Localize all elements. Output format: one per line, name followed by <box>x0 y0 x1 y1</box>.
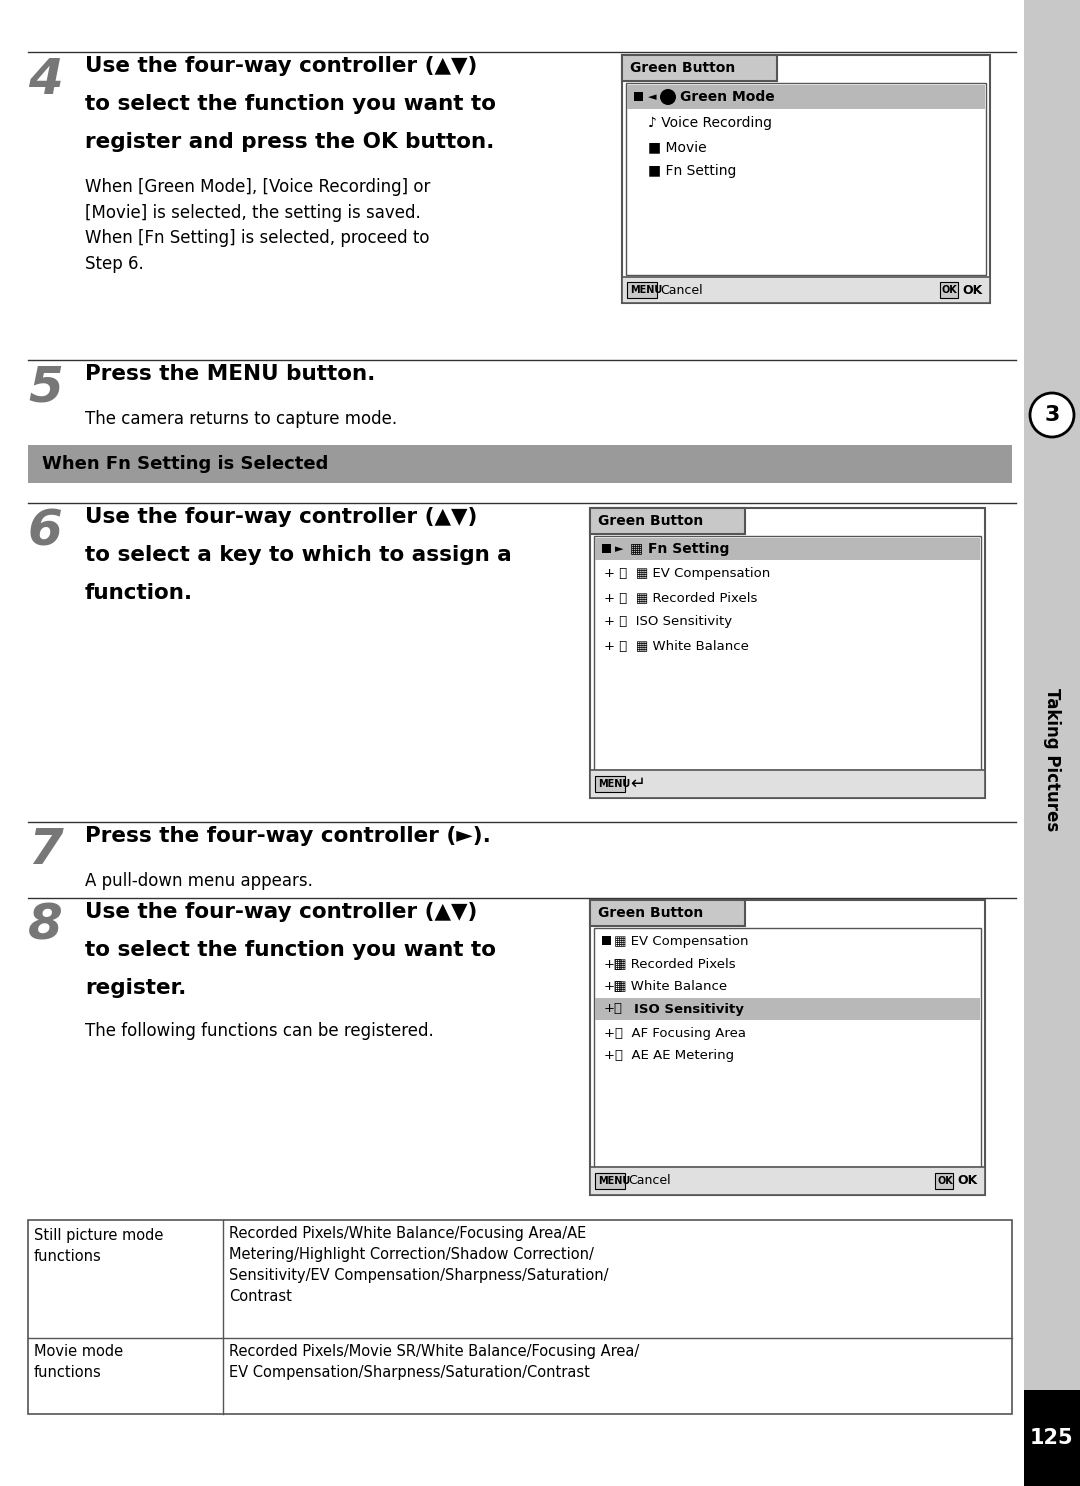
Text: ►: ► <box>615 544 623 554</box>
Bar <box>590 508 985 798</box>
Text: Press the MENU button.: Press the MENU button. <box>85 364 376 383</box>
Bar <box>590 901 745 926</box>
Text: + Ⓡ  ▦ White Balance: + Ⓡ ▦ White Balance <box>604 639 748 652</box>
Text: Still picture mode
functions: Still picture mode functions <box>33 1227 163 1265</box>
Text: ▦ EV Compensation: ▦ EV Compensation <box>615 936 748 948</box>
Text: OK: OK <box>962 284 982 297</box>
Text: ISO Sensitivity: ISO Sensitivity <box>634 1003 744 1015</box>
Text: 3: 3 <box>1044 406 1059 425</box>
Text: +Ⓢ: +Ⓢ <box>604 1003 623 1015</box>
Text: When [Green Mode], [Voice Recording] or
[Movie] is selected, the setting is save: When [Green Mode], [Voice Recording] or … <box>85 178 430 273</box>
Text: +Ⓐ: +Ⓐ <box>604 957 623 970</box>
Text: + Ⓗ  ▦ Recorded Pixels: + Ⓗ ▦ Recorded Pixels <box>604 591 757 605</box>
Text: ◄: ◄ <box>648 92 657 103</box>
Text: 125: 125 <box>1030 1428 1074 1447</box>
Text: The camera returns to capture mode.: The camera returns to capture mode. <box>85 410 397 428</box>
Bar <box>594 927 981 1167</box>
Bar <box>627 282 657 299</box>
Text: Cancel: Cancel <box>627 1174 671 1187</box>
Bar <box>1024 1389 1080 1486</box>
Bar <box>590 1167 985 1195</box>
Text: Green Button: Green Button <box>598 514 703 528</box>
Bar <box>28 444 1012 483</box>
Text: 4: 4 <box>28 56 63 104</box>
Text: The following functions can be registered.: The following functions can be registere… <box>85 1022 434 1040</box>
Text: 6: 6 <box>28 507 63 554</box>
Bar <box>602 544 611 553</box>
Text: Cancel: Cancel <box>660 284 703 297</box>
Text: Use the four-way controller (▲▼): Use the four-way controller (▲▼) <box>85 902 477 921</box>
Text: MENU: MENU <box>630 285 662 296</box>
Bar <box>1024 0 1080 1486</box>
Bar <box>622 55 777 82</box>
Text: OK: OK <box>937 1175 953 1186</box>
Text: Green Button: Green Button <box>598 906 703 920</box>
Text: MENU: MENU <box>598 1175 631 1186</box>
Bar <box>595 999 980 1019</box>
Circle shape <box>660 89 676 106</box>
Text: ■ Fn Setting: ■ Fn Setting <box>648 163 737 178</box>
Bar <box>627 85 985 108</box>
Text: 5: 5 <box>28 364 63 412</box>
Text: +Ⓗ: +Ⓗ <box>604 979 623 993</box>
Bar <box>594 536 981 770</box>
Text: OK: OK <box>942 285 958 296</box>
Text: to select a key to which to assign a: to select a key to which to assign a <box>85 545 512 565</box>
Text: Press the four-way controller (►).: Press the four-way controller (►). <box>85 826 491 846</box>
Text: ▦ Recorded Pixels: ▦ Recorded Pixels <box>615 957 735 970</box>
Text: function.: function. <box>85 583 193 603</box>
Text: ↵: ↵ <box>630 776 645 794</box>
Text: + Ⓐ  ▦ EV Compensation: + Ⓐ ▦ EV Compensation <box>604 568 770 581</box>
Bar <box>935 1172 953 1189</box>
Text: +Ⓡ  AF Focusing Area: +Ⓡ AF Focusing Area <box>604 1027 746 1040</box>
Text: register and press the OK button.: register and press the OK button. <box>85 132 495 152</box>
Text: Movie mode
functions: Movie mode functions <box>33 1343 123 1380</box>
Bar <box>595 1172 625 1189</box>
Bar <box>595 776 625 792</box>
Bar <box>590 508 745 533</box>
Text: ♪ Voice Recording: ♪ Voice Recording <box>648 116 772 129</box>
Bar <box>28 1220 1012 1415</box>
Text: register.: register. <box>85 978 187 999</box>
Bar <box>940 282 958 299</box>
Bar <box>622 55 990 303</box>
Text: When Fn Setting is Selected: When Fn Setting is Selected <box>42 455 328 473</box>
Circle shape <box>1030 392 1074 437</box>
Text: 8: 8 <box>28 902 63 950</box>
Text: +ⓑ  AE AE Metering: +ⓑ AE AE Metering <box>604 1049 734 1062</box>
Text: Recorded Pixels/White Balance/Focusing Area/AE
Metering/Highlight Correction/Sha: Recorded Pixels/White Balance/Focusing A… <box>229 1226 608 1305</box>
Text: MENU: MENU <box>598 779 631 789</box>
Bar <box>602 936 611 945</box>
Bar <box>590 770 985 798</box>
Bar <box>626 83 986 275</box>
Text: + Ⓢ  ISO Sensitivity: + Ⓢ ISO Sensitivity <box>604 615 732 629</box>
Bar <box>595 538 980 560</box>
Text: Recorded Pixels/Movie SR/White Balance/Focusing Area/
EV Compensation/Sharpness/: Recorded Pixels/Movie SR/White Balance/F… <box>229 1343 639 1380</box>
Text: Use the four-way controller (▲▼): Use the four-way controller (▲▼) <box>85 56 477 76</box>
Text: 7: 7 <box>28 826 63 874</box>
Text: Green Mode: Green Mode <box>680 91 774 104</box>
Text: A pull-down menu appears.: A pull-down menu appears. <box>85 872 313 890</box>
Text: to select the function you want to: to select the function you want to <box>85 94 496 114</box>
Text: Green Button: Green Button <box>630 61 735 74</box>
Text: ▦ Fn Setting: ▦ Fn Setting <box>630 542 729 556</box>
Text: to select the function you want to: to select the function you want to <box>85 941 496 960</box>
Text: OK: OK <box>957 1174 977 1187</box>
Bar <box>634 92 643 101</box>
Text: Use the four-way controller (▲▼): Use the four-way controller (▲▼) <box>85 507 477 528</box>
Text: ▦ White Balance: ▦ White Balance <box>615 979 727 993</box>
Bar <box>590 901 985 1195</box>
Text: ■ Movie: ■ Movie <box>648 140 706 155</box>
Bar <box>622 276 990 303</box>
Text: Taking Pictures: Taking Pictures <box>1043 688 1061 832</box>
